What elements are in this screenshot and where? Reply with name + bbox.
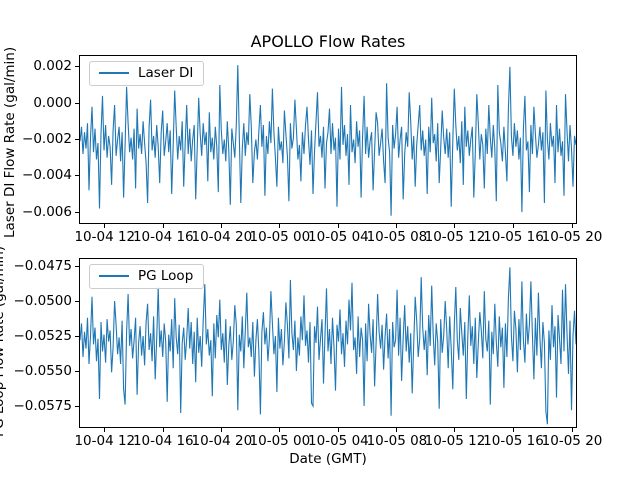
legend-line-sample: [99, 72, 129, 74]
y-tick-label: −0.006: [22, 203, 72, 220]
y-tick-mark: [75, 300, 79, 302]
y-tick-label: −0.002: [22, 131, 72, 147]
legend-label: PG Loop: [138, 268, 194, 284]
chart-title: APOLLO Flow Rates: [250, 32, 406, 51]
x-tick-mark: [104, 224, 106, 228]
x-tick-label: 10-05 04: [308, 229, 369, 245]
y-tick-label: −0.0575: [13, 397, 72, 414]
x-tick-label: 10-04 12: [74, 433, 136, 449]
x-tick-mark: [162, 224, 164, 228]
y-tick-label: −0.0550: [13, 362, 72, 379]
x-tick-mark: [337, 428, 339, 432]
x-tick-label: 10-05 16: [483, 433, 544, 449]
x-axis-label: Date (GMT): [289, 451, 367, 467]
data-line: [80, 267, 576, 425]
x-tick-mark: [221, 224, 223, 228]
x-tick-label: 10-04 20: [191, 229, 253, 245]
x-tick-label: 10-04 16: [132, 229, 194, 245]
x-tick-mark: [396, 224, 398, 228]
x-tick-mark: [279, 428, 281, 432]
y-tick-mark: [75, 370, 79, 372]
x-tick-mark: [513, 224, 514, 228]
legend-label: Laser DI: [138, 65, 194, 81]
x-tick-label: 10-05 00: [249, 433, 311, 449]
y-tick-mark: [75, 66, 79, 68]
y-tick-label: 0.000: [33, 94, 72, 111]
y-tick-label: −0.004: [22, 167, 72, 184]
pg-loop-line-plot: [80, 267, 576, 425]
x-tick-label: 10-05 08: [366, 229, 428, 245]
x-tick-mark: [454, 224, 456, 228]
legend-pg-loop: PG Loop: [89, 264, 205, 289]
legend-laser-di: Laser DI: [89, 61, 205, 86]
x-tick-label: 10-05 08: [366, 433, 428, 449]
x-tick-mark: [571, 428, 573, 432]
x-tick-label: 10-05 16: [483, 229, 544, 245]
x-tick-mark: [221, 428, 223, 432]
x-tick-label: 10-04 20: [191, 433, 253, 449]
data-line: [80, 65, 576, 216]
x-tick-label: 10-05 12: [424, 229, 486, 245]
x-tick-label: 10-04 16: [132, 433, 194, 449]
y-tick-label: −0.0475: [13, 257, 72, 274]
x-tick-mark: [104, 428, 106, 432]
y-tick-mark: [75, 265, 79, 267]
x-tick-label: 10-05 20: [541, 433, 603, 449]
x-tick-mark: [513, 428, 514, 432]
y-tick-mark: [75, 405, 79, 407]
y-tick-label: 0.002: [33, 58, 72, 75]
y-tick-mark: [75, 175, 79, 177]
laser-di-line-plot: [80, 65, 576, 216]
y-tick-mark: [75, 139, 79, 140]
x-tick-mark: [337, 224, 339, 228]
x-tick-label: 10-05 00: [249, 229, 311, 245]
x-tick-label: 10-05 12: [424, 433, 486, 449]
x-tick-mark: [162, 428, 164, 432]
x-tick-mark: [279, 224, 281, 228]
y-tick-label: −0.0500: [13, 292, 72, 309]
y-tick-mark: [75, 211, 79, 213]
y-tick-mark: [75, 335, 79, 337]
x-tick-label: 10-05 04: [308, 433, 369, 449]
y-tick-label: −0.0525: [13, 327, 72, 344]
top-subplot: Laser DI: [79, 55, 577, 224]
x-tick-mark: [454, 428, 456, 432]
x-tick-label: 10-05 20: [541, 229, 603, 245]
y-tick-mark: [75, 102, 79, 104]
x-tick-mark: [571, 224, 573, 228]
bottom-subplot: PG Loop: [79, 258, 577, 428]
x-tick-label: 10-04 12: [74, 229, 136, 245]
x-tick-mark: [396, 428, 398, 432]
legend-line-sample: [99, 275, 129, 277]
